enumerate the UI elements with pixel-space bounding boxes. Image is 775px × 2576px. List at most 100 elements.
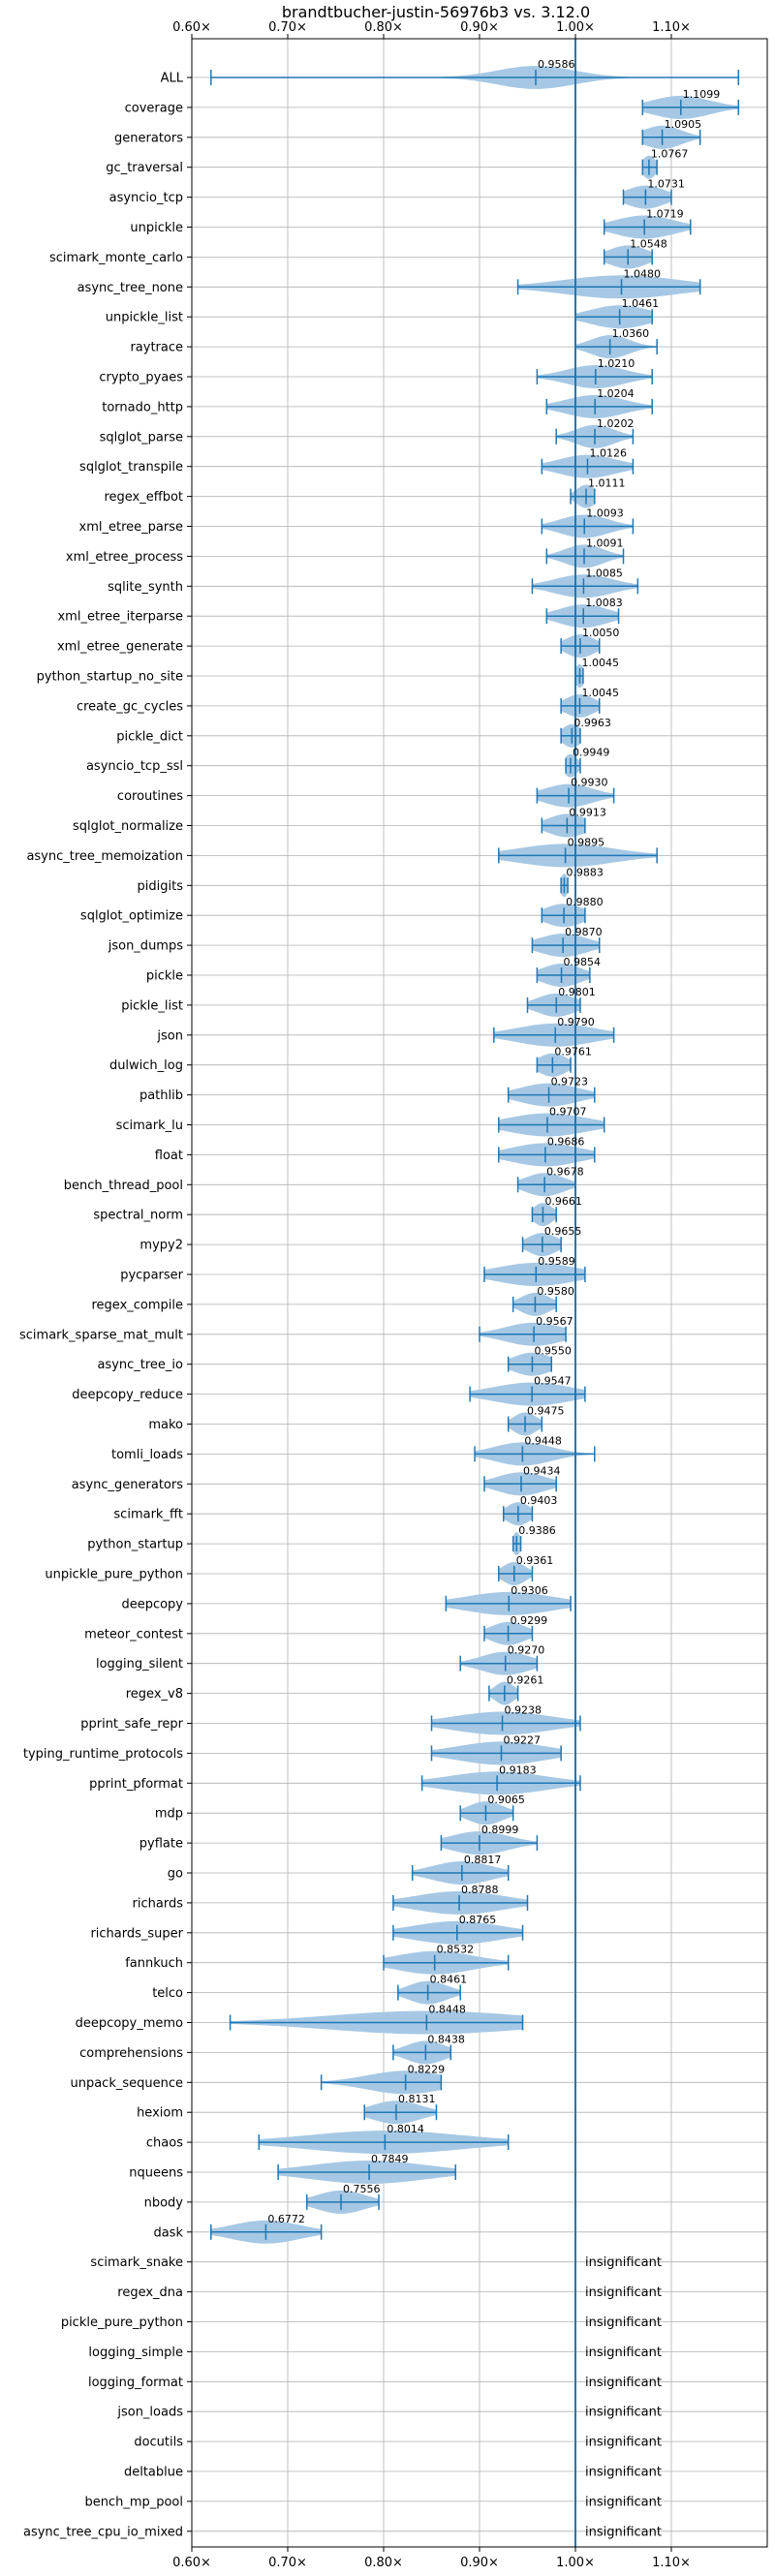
value-label: 0.9238	[505, 1704, 542, 1717]
value-label: 0.9678	[546, 1165, 584, 1178]
value-label: 0.9306	[511, 1584, 548, 1597]
category-label: mako	[148, 1418, 183, 1432]
value-label: 0.9299	[511, 1614, 548, 1627]
value-label: 0.9913	[569, 807, 606, 819]
value-label: 0.9261	[507, 1674, 544, 1687]
value-label: 1.0731	[647, 178, 685, 191]
value-label: 0.9790	[557, 1016, 595, 1028]
value-label: 0.9547	[534, 1375, 572, 1388]
value-label: 1.0905	[665, 118, 702, 131]
value-label: 0.8817	[464, 1854, 502, 1866]
value-label: 0.7556	[343, 2183, 381, 2195]
category-label: async_tree_none	[78, 281, 183, 295]
category-label: pycparser	[120, 1269, 183, 1283]
value-label: 0.9880	[566, 896, 604, 908]
category-label: tornado_http	[102, 400, 183, 414]
category-label: regex_dna	[117, 2285, 183, 2300]
category-label: pickle_dict	[116, 729, 183, 744]
tick-label-bottom: 0.60×	[172, 2556, 211, 2570]
category-label: regex_v8	[126, 1687, 183, 1702]
tick-label-bottom: 1.10×	[652, 2556, 691, 2570]
value-label: 0.8532	[437, 1944, 475, 1956]
category-label: dask	[153, 2225, 183, 2240]
category-label: asyncio_tcp_ssl	[86, 759, 183, 774]
value-label: 0.8014	[387, 2123, 424, 2135]
category-label: unpickle	[130, 221, 183, 235]
category-label: chaos	[146, 2136, 183, 2151]
category-label: sqlglot_normalize	[73, 819, 183, 834]
category-label: coroutines	[117, 789, 183, 804]
tick-label-bottom: 0.80×	[364, 2556, 403, 2570]
insignificant-label: insignificant	[585, 2406, 662, 2420]
category-label: gc_traversal	[106, 161, 183, 175]
category-label: mdp	[155, 1807, 183, 1822]
category-label: dulwich_log	[109, 1058, 183, 1073]
value-label: 0.9707	[549, 1106, 587, 1119]
value-label: 1.0548	[630, 237, 667, 250]
value-label: 0.9448	[524, 1434, 562, 1447]
category-label: pickle	[146, 969, 183, 984]
category-label: scimark_sparse_mat_mult	[19, 1328, 183, 1342]
insignificant-label: insignificant	[585, 2525, 662, 2539]
category-label: asyncio_tcp	[109, 191, 183, 205]
value-label: 0.8788	[461, 1884, 498, 1896]
value-label: 0.8461	[430, 1974, 468, 1986]
value-label: 1.0210	[598, 357, 636, 370]
category-label: raytrace	[130, 341, 183, 355]
tick-label-top: 0.90×	[460, 20, 499, 35]
category-label: bench_thread_pool	[64, 1179, 183, 1193]
value-label: 1.0050	[582, 627, 620, 639]
category-label: scimark_fft	[113, 1508, 183, 1522]
category-label: scimark_monte_carlo	[49, 251, 183, 265]
value-label: 0.9475	[527, 1405, 565, 1418]
value-label: 1.0091	[586, 537, 624, 549]
value-label: 0.9589	[538, 1255, 575, 1268]
insignificant-label: insignificant	[585, 2495, 662, 2509]
value-label: 0.7849	[371, 2153, 409, 2165]
category-label: sqlglot_parse	[100, 430, 183, 445]
insignificant-label: insignificant	[585, 2255, 662, 2270]
category-label: crypto_pyaes	[99, 371, 183, 385]
category-label: sqlglot_optimize	[80, 909, 183, 924]
value-label: 0.9723	[551, 1076, 589, 1089]
value-label: 0.9895	[568, 836, 605, 848]
category-label: xml_etree_generate	[57, 640, 183, 655]
category-label: unpickle_pure_python	[45, 1568, 183, 1582]
value-label: 0.8999	[481, 1824, 519, 1836]
insignificant-label: insignificant	[585, 2346, 662, 2360]
category-label: async_tree_memoization	[26, 849, 183, 864]
value-label: 0.9661	[544, 1195, 582, 1208]
value-label: 0.9854	[564, 956, 602, 968]
value-label: 0.9434	[523, 1464, 561, 1477]
value-label: 0.8229	[408, 2063, 446, 2075]
value-label: 1.0045	[581, 657, 619, 669]
category-label: pickle_list	[121, 998, 183, 1013]
category-label: comprehensions	[79, 2046, 183, 2061]
category-label: sqlite_synth	[108, 580, 183, 595]
category-label: telco	[152, 1986, 183, 2001]
value-label: 0.9270	[508, 1644, 545, 1657]
value-label: 1.0719	[646, 208, 684, 221]
value-label: 0.9567	[536, 1315, 574, 1328]
value-label: 0.9550	[534, 1345, 572, 1358]
value-label: 1.0111	[588, 477, 626, 490]
plot-frame	[191, 38, 768, 2548]
category-label: coverage	[125, 101, 183, 115]
category-label: pidigits	[138, 879, 184, 894]
category-label: mypy2	[140, 1239, 183, 1253]
value-label: 0.9227	[503, 1733, 541, 1746]
value-label: 0.6772	[267, 2213, 305, 2225]
category-label: deepcopy_memo	[76, 2016, 183, 2031]
category-label: pprint_safe_repr	[80, 1717, 183, 1732]
insignificant-label: insignificant	[585, 2436, 662, 2450]
category-label: logging_simple	[88, 2346, 183, 2360]
value-label: 1.0461	[622, 297, 660, 310]
category-label: tomli_loads	[111, 1448, 183, 1462]
category-label: xml_etree_parse	[79, 520, 183, 535]
value-label: 1.0093	[586, 507, 624, 520]
category-label: typing_runtime_protocols	[23, 1747, 183, 1762]
category-label: deltablue	[124, 2466, 183, 2480]
value-label: 0.9065	[487, 1794, 525, 1806]
category-label: spectral_norm	[93, 1209, 183, 1223]
